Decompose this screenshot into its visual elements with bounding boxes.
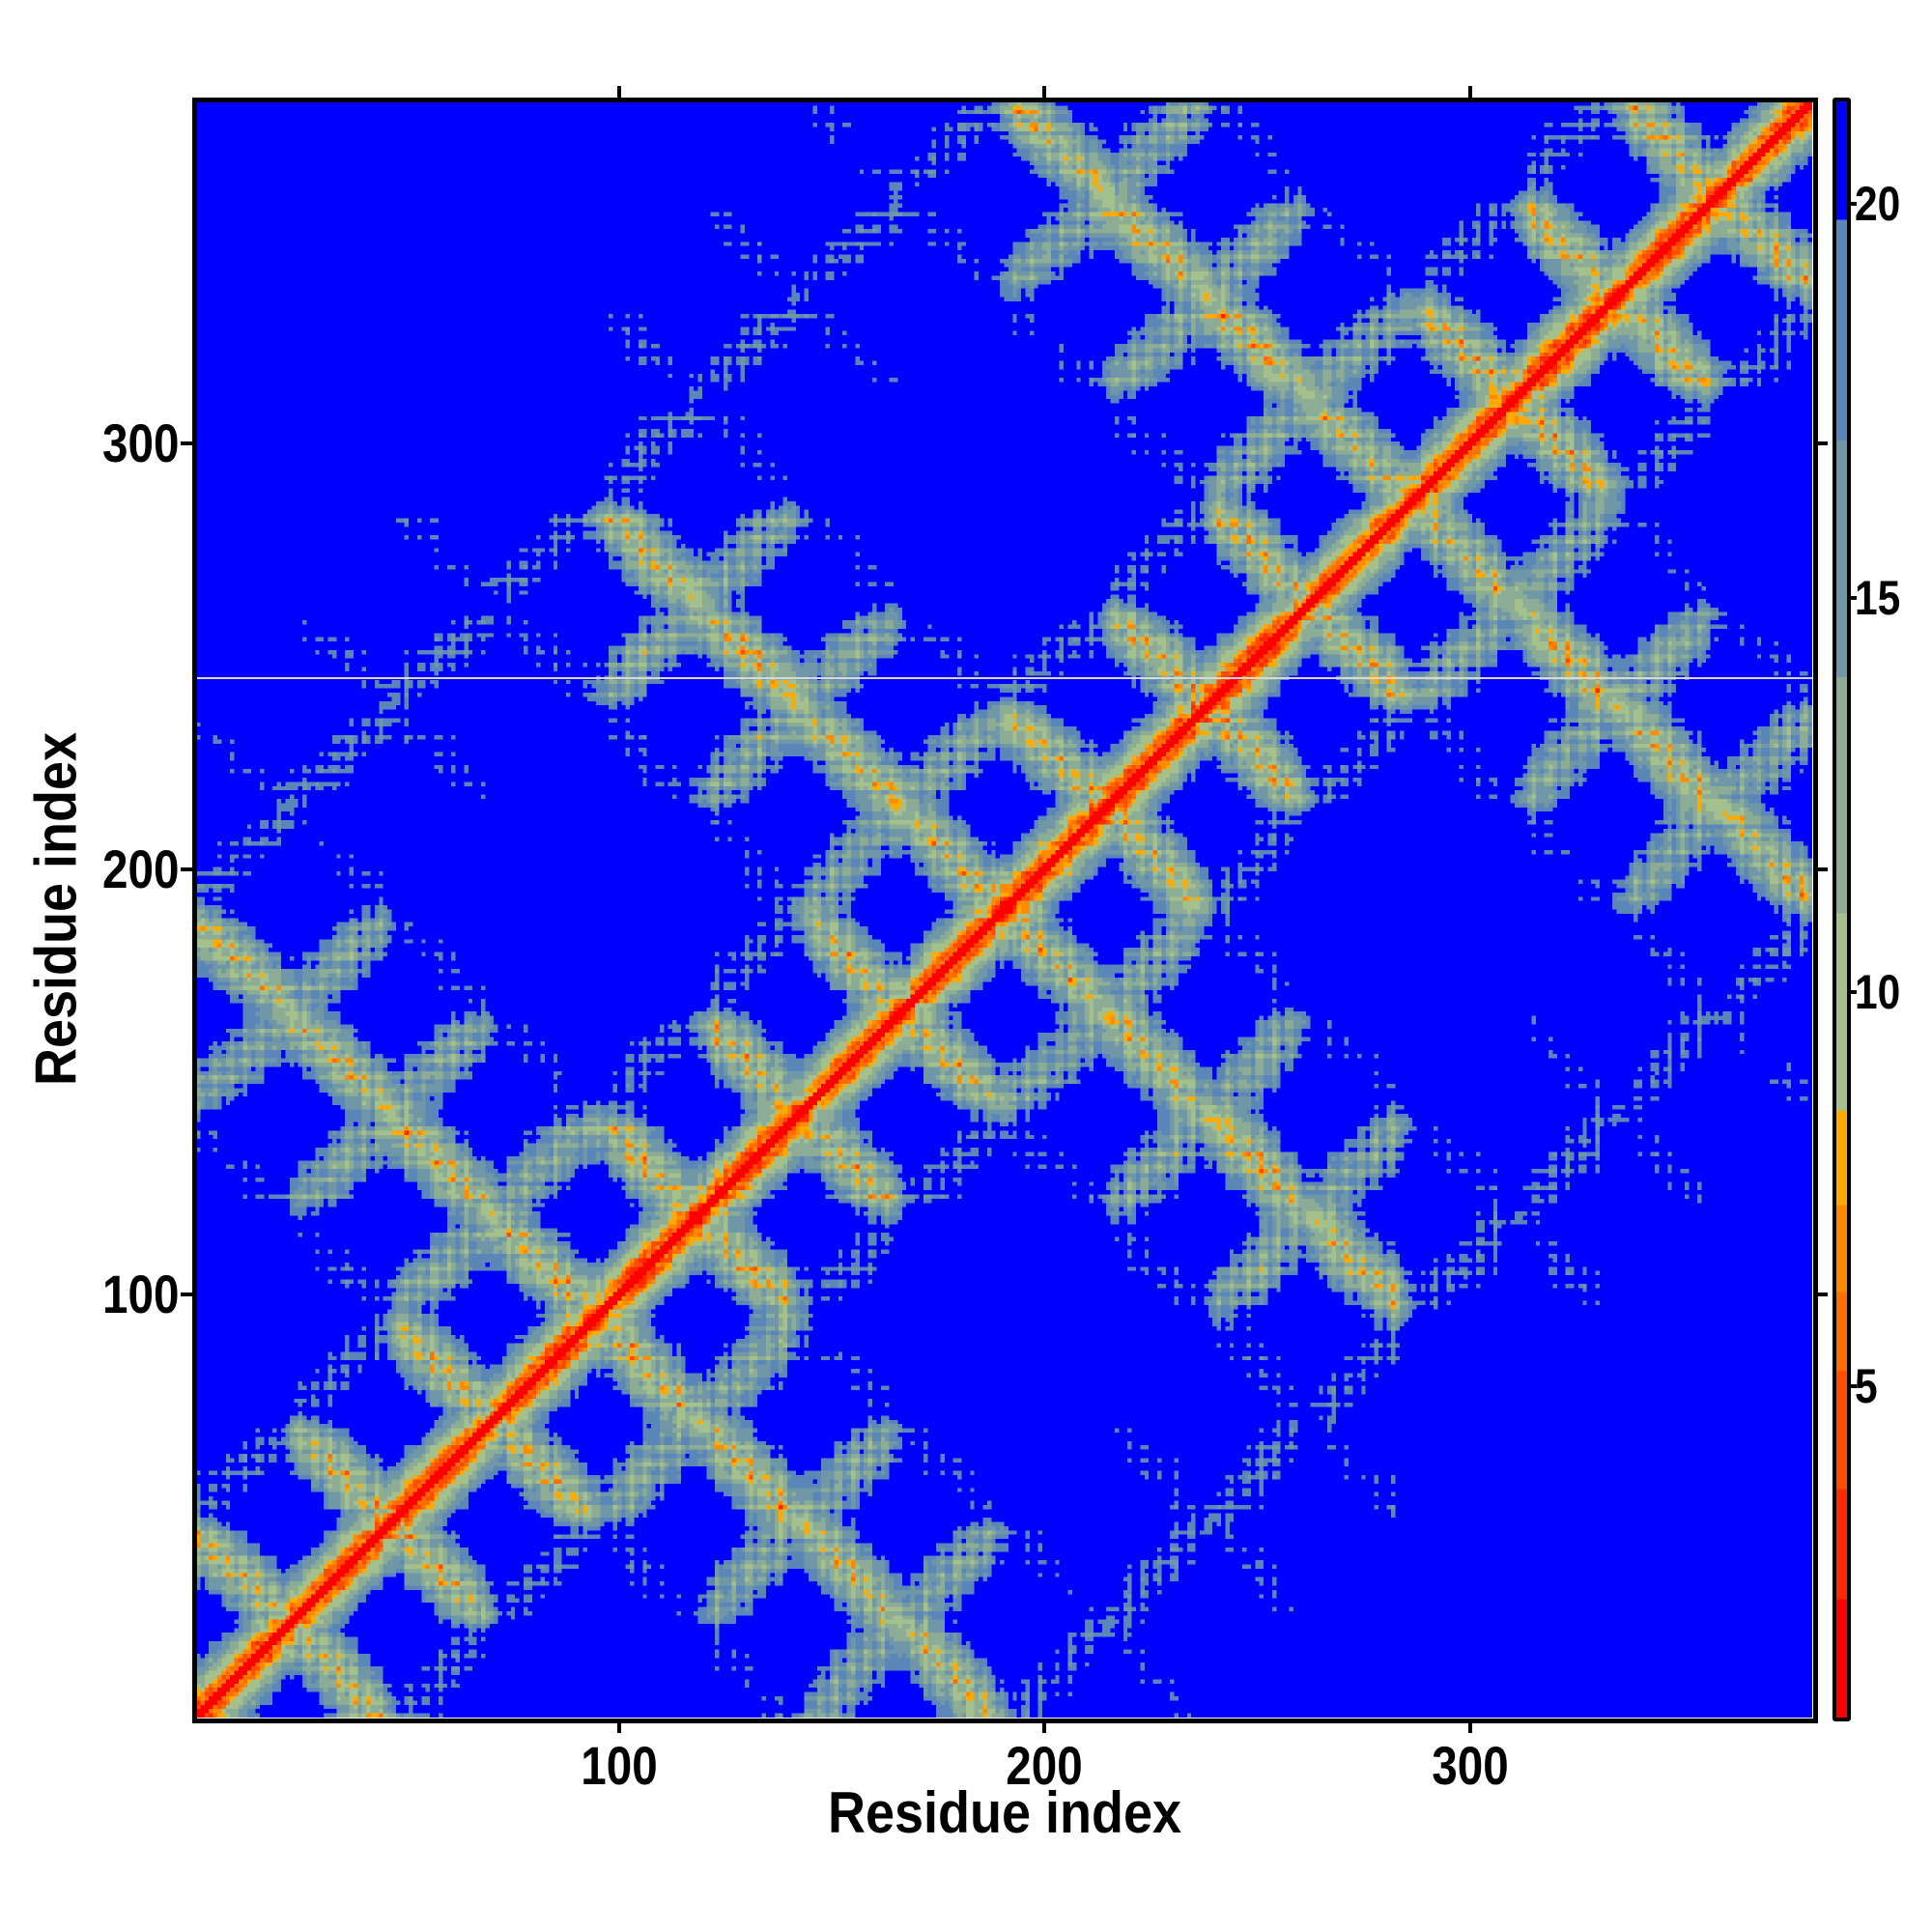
y-tick-mark-right: [1816, 441, 1828, 446]
colorbar-tick-label: 20: [1855, 177, 1901, 232]
y-tick-label: 200: [101, 838, 179, 899]
y-tick-label: 100: [101, 1263, 179, 1324]
colorbar-tick-label: 10: [1855, 965, 1901, 1020]
y-tick-mark-right: [1816, 867, 1828, 871]
y-tick-mark-right: [1816, 1292, 1828, 1296]
x-tick-mark-top: [1467, 86, 1472, 98]
colorbar-tick-mark: [1847, 1384, 1857, 1389]
y-tick-mark: [181, 441, 192, 446]
colorbar-tick-mark: [1847, 990, 1857, 995]
colorbar-tick-label: 5: [1855, 1359, 1878, 1414]
colorbar-tick-mark: [1847, 596, 1857, 601]
y-tick-label: 300: [101, 412, 179, 474]
y-tick-mark: [181, 1292, 192, 1296]
missing-row-line: [196, 676, 1812, 679]
colorbar-tick-label: 15: [1855, 571, 1901, 626]
x-tick-label: 200: [1006, 1735, 1084, 1796]
colorbar: [1833, 98, 1851, 1721]
x-axis-title: Residue index: [827, 1780, 1182, 1845]
y-tick-mark: [181, 867, 192, 871]
distance-heatmap: [196, 101, 1812, 1718]
x-tick-mark: [1042, 1721, 1047, 1733]
x-tick-mark: [1467, 1721, 1472, 1733]
x-tick-mark: [617, 1721, 622, 1733]
y-axis-title: Residue index: [23, 731, 89, 1087]
heatmap-plot-area: [196, 101, 1812, 1718]
x-tick-mark-top: [1042, 86, 1047, 98]
colorbar-tick-mark: [1847, 202, 1857, 207]
x-tick-label: 300: [1431, 1735, 1509, 1796]
x-tick-label: 100: [581, 1735, 658, 1796]
x-tick-mark-top: [617, 86, 622, 98]
